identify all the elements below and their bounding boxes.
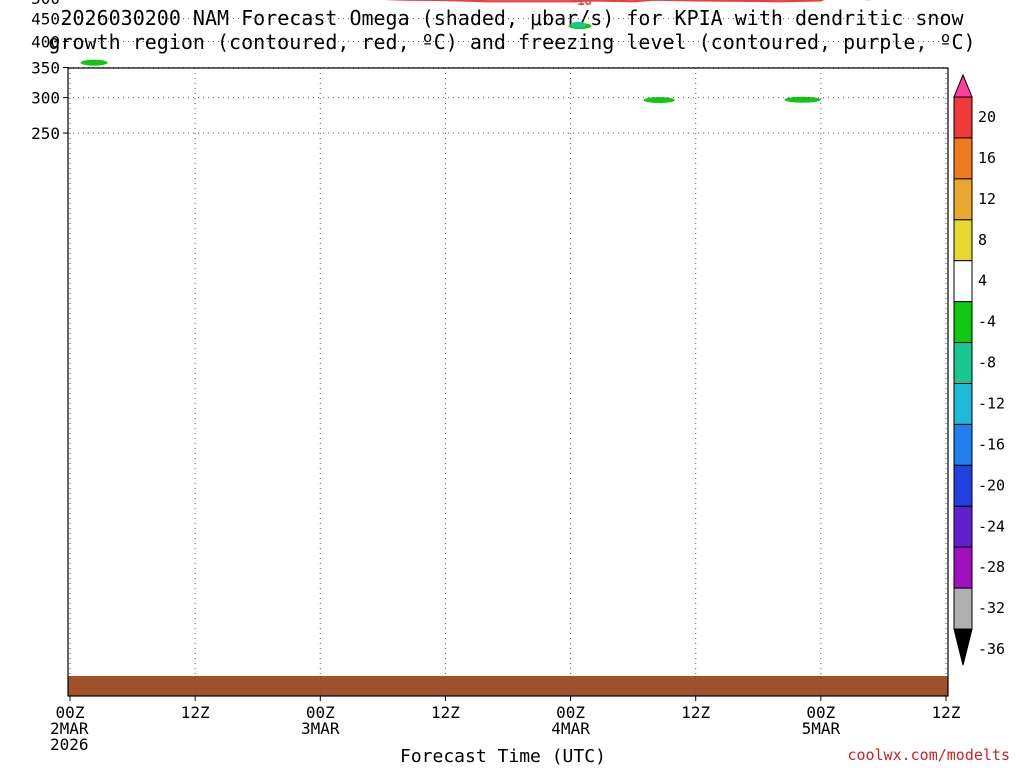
omega-blob-8 [570,21,587,28]
omega-shading [80,0,872,104]
x-tick-label-12-0: 12Z [181,703,210,722]
x-tick-label-24-1: 3MAR [301,719,340,738]
x-axis-label: Forecast Time (UTC) [400,746,606,767]
colorbar: 20 16 12 8 4 -4 -8 -12 -16 -20 -24 -28 -32 -36 [953,73,1005,666]
y-tick-label-400: 400 [31,33,60,52]
colorbar-box-1 [953,137,973,180]
contour-line-0 [383,0,825,3]
colorbar-label-0: 20 [978,108,996,126]
y-tick-label-350: 350 [31,59,60,78]
colorbar-box-9 [953,464,973,507]
colorbar-label-10: -24 [978,517,1005,535]
x-tick-label-72-1: 5MAR [802,719,841,738]
colorbar-label-2: 12 [978,190,996,208]
colorbar-label-6: -8 [978,354,996,372]
terrain-fill [68,676,948,696]
y-tick-label-250: 250 [31,124,60,143]
terrain-block [68,676,948,696]
y-tick-label-300: 300 [31,89,60,108]
colorbar-top-arrow [953,73,973,98]
colorbar-label-12: -32 [978,599,1005,617]
colorbar-label-13: -36 [978,640,1005,658]
grid [68,18,948,696]
omega-blob-1 [80,59,108,66]
x-tick-label-48-1: 4MAR [551,719,590,738]
colorbar-box-7 [953,383,973,425]
colorbar-box-11 [953,546,973,589]
contours: -18-18-18-12-12-12000 [383,0,825,8]
omega-blob-15 [784,96,821,103]
omega-blob-11 [643,97,675,104]
x-tick-label-0-0: 00Z [56,703,85,722]
colorbar-box-6 [953,342,973,385]
x-tick-label-84-0: 12Z [932,703,961,722]
colorbar-label-3: 8 [978,231,987,249]
credit-link[interactable]: coolwx.com/modelts [847,746,1010,764]
colorbar-box-2 [953,178,973,221]
x-tick-label-72-0: 00Z [806,703,835,722]
x-tick-label-0-1: 2MAR [50,719,89,738]
y-tick-label-450: 450 [31,10,60,29]
colorbar-box-3 [953,219,973,262]
colorbar-box-10 [953,505,973,548]
x-tick-label-36-0: 12Z [431,703,460,722]
colorbar-box-8 [953,423,973,466]
colorbar-box-12 [953,587,973,630]
colorbar-label-9: -20 [978,476,1005,494]
colorbar-label-4: 4 [978,272,987,290]
y-tick-label-500: 500 [31,0,60,8]
colorbar-box-0 [953,96,973,139]
colorbar-box-5 [953,301,973,344]
contour-label-0-1: -18 [570,0,592,8]
colorbar-box-4 [953,260,973,303]
x-tick-label-48-0: 00Z [556,703,585,722]
chart-title-line1: 2026030200 NAM Forecast Omega (shaded, μ… [60,6,964,30]
colorbar-label-5: -4 [978,313,996,331]
colorbar-label-7: -12 [978,395,1005,413]
x-tick-label-0-2: 2026 [50,735,89,754]
colorbar-label-11: -28 [978,558,1005,576]
x-tick-label-24-0: 00Z [306,703,335,722]
axes: 2503003504004505005506006507007508008509… [31,0,961,754]
plot-frame [67,67,949,697]
colorbar-bottom-arrow [953,628,973,666]
colorbar-label-1: 16 [978,149,996,167]
chart-title-line2: growth region (contoured, red, ºC) and f… [48,30,976,54]
colorbar-label-8: -16 [978,435,1005,453]
x-tick-label-60-0: 12Z [681,703,710,722]
chart-title: 2026030200 NAM Forecast Omega (shaded, μ… [0,6,1024,54]
